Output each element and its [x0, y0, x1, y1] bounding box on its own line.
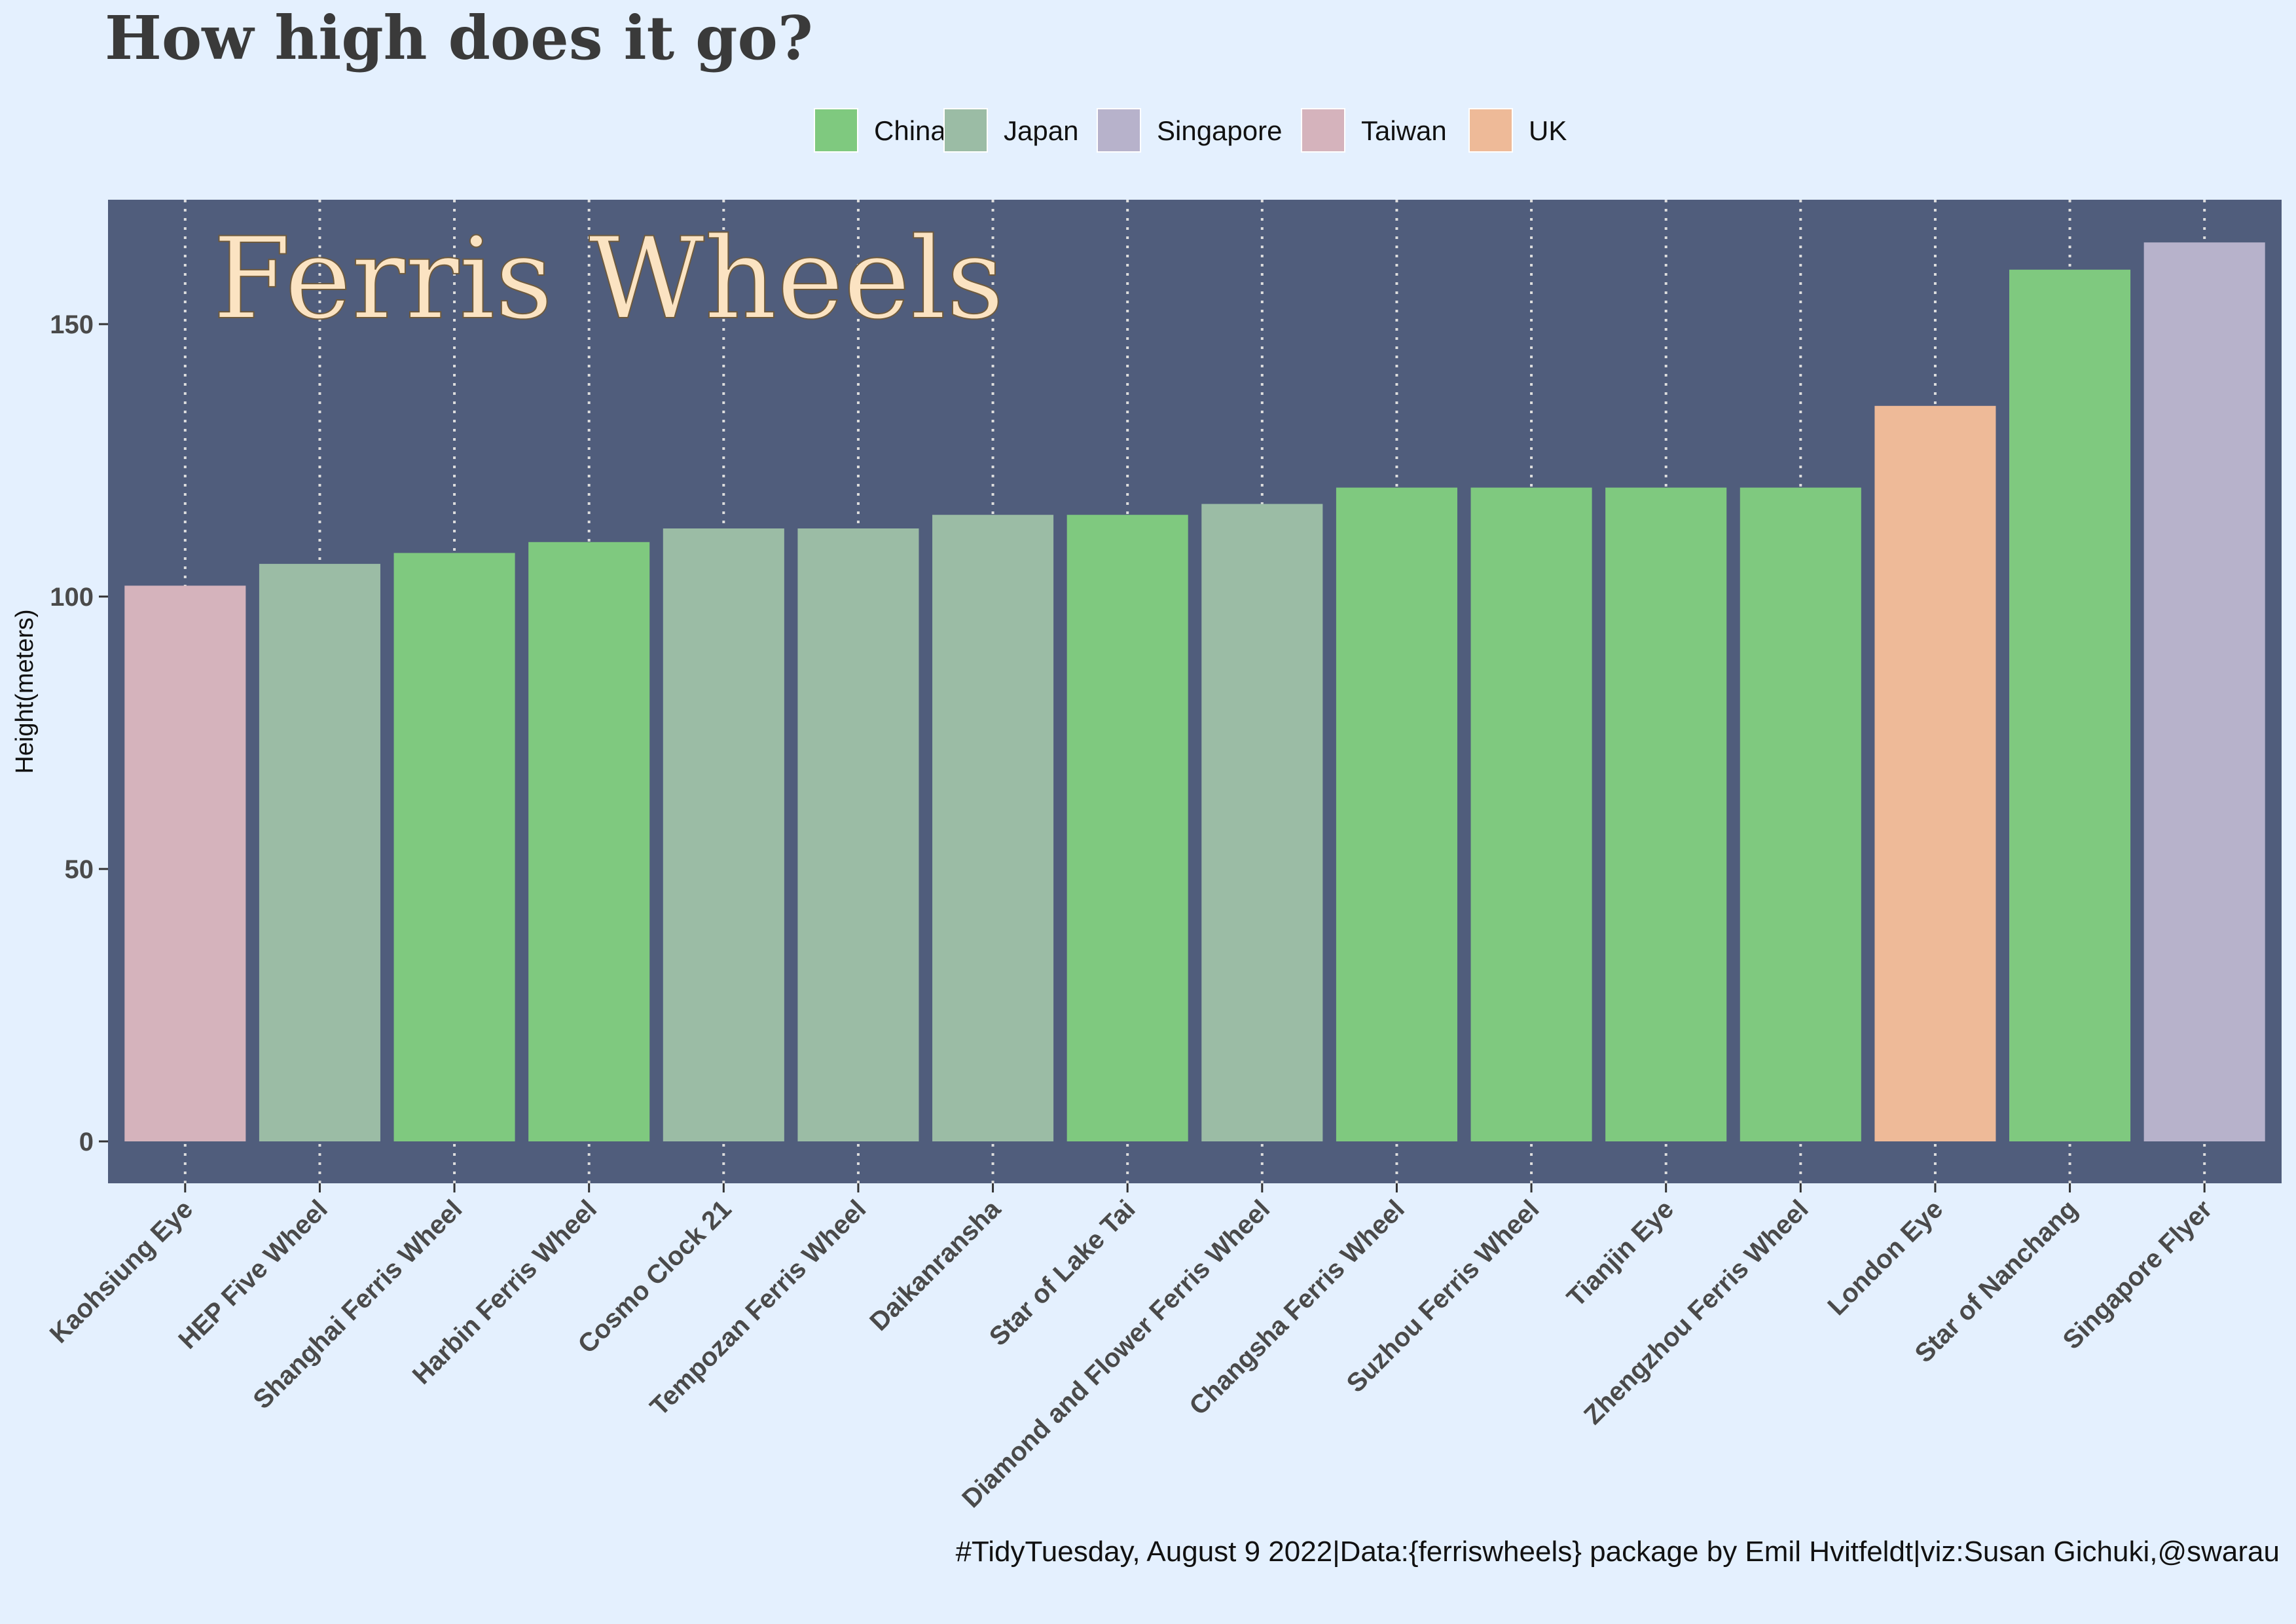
legend: China Japan Singapore Taiwan UK	[814, 108, 1567, 153]
bar	[2143, 242, 2265, 1142]
bar	[1066, 515, 1188, 1141]
legend-swatch	[1301, 108, 1345, 153]
bar	[124, 585, 246, 1141]
bar	[663, 528, 784, 1141]
chart-title: How high does it go?	[105, 3, 813, 73]
legend-label: Taiwan	[1361, 115, 1447, 146]
y-tick-label: 50	[65, 855, 94, 884]
legend-swatch	[1097, 108, 1141, 153]
bar	[1605, 487, 1727, 1141]
x-tick-label: HEP Five Wheel	[173, 1194, 333, 1354]
x-tick-label: Kaohsiung Eye	[45, 1194, 198, 1348]
legend-label: Japan	[1004, 115, 1078, 146]
bars	[124, 242, 2265, 1142]
x-tick-label: Changsha Ferris Wheel	[1184, 1194, 1410, 1420]
bar	[1874, 405, 1996, 1141]
y-axis-label: Height(meters)	[11, 609, 39, 773]
x-tick-label: Star of Lake Tai	[984, 1194, 1141, 1352]
x-tick-label: Tempozan Ferris Wheel	[645, 1194, 871, 1421]
x-tick-label: London Eye	[1822, 1194, 1948, 1321]
bar	[2009, 269, 2131, 1141]
legend-label: Singapore	[1157, 115, 1282, 146]
bar	[797, 528, 919, 1141]
bar	[259, 564, 380, 1141]
x-tick-label: Zhengzhou Ferris Wheel	[1578, 1194, 1814, 1430]
bar	[1336, 487, 1457, 1141]
y-axis: 0 50 100 150	[50, 310, 108, 1156]
legend-swatch	[943, 108, 988, 153]
bar	[1740, 487, 1861, 1141]
legend-swatch	[1468, 108, 1513, 153]
bar	[1470, 487, 1592, 1141]
legend-swatch	[814, 108, 858, 153]
inner-title: Ferris Wheels	[213, 213, 1004, 344]
legend-label: UK	[1529, 115, 1567, 146]
legend-label: China	[874, 115, 946, 146]
x-tick-label: Singapore Flyer	[2058, 1194, 2218, 1355]
y-tick-label: 0	[79, 1128, 94, 1156]
y-tick-label: 150	[50, 310, 94, 339]
x-tick-label: Diamond and Flower Ferris Wheel	[957, 1194, 1275, 1513]
x-tick-label: Daikanransha	[864, 1194, 1006, 1337]
x-tick-label: Tianjin Eye	[1561, 1194, 1679, 1312]
bar	[393, 553, 515, 1141]
caption: #TidyTuesday, August 9 2022|Data:{ferris…	[956, 1536, 2280, 1568]
bar	[1201, 504, 1323, 1141]
bar	[932, 515, 1054, 1141]
y-tick-label: 100	[50, 583, 94, 612]
bar	[528, 542, 650, 1141]
